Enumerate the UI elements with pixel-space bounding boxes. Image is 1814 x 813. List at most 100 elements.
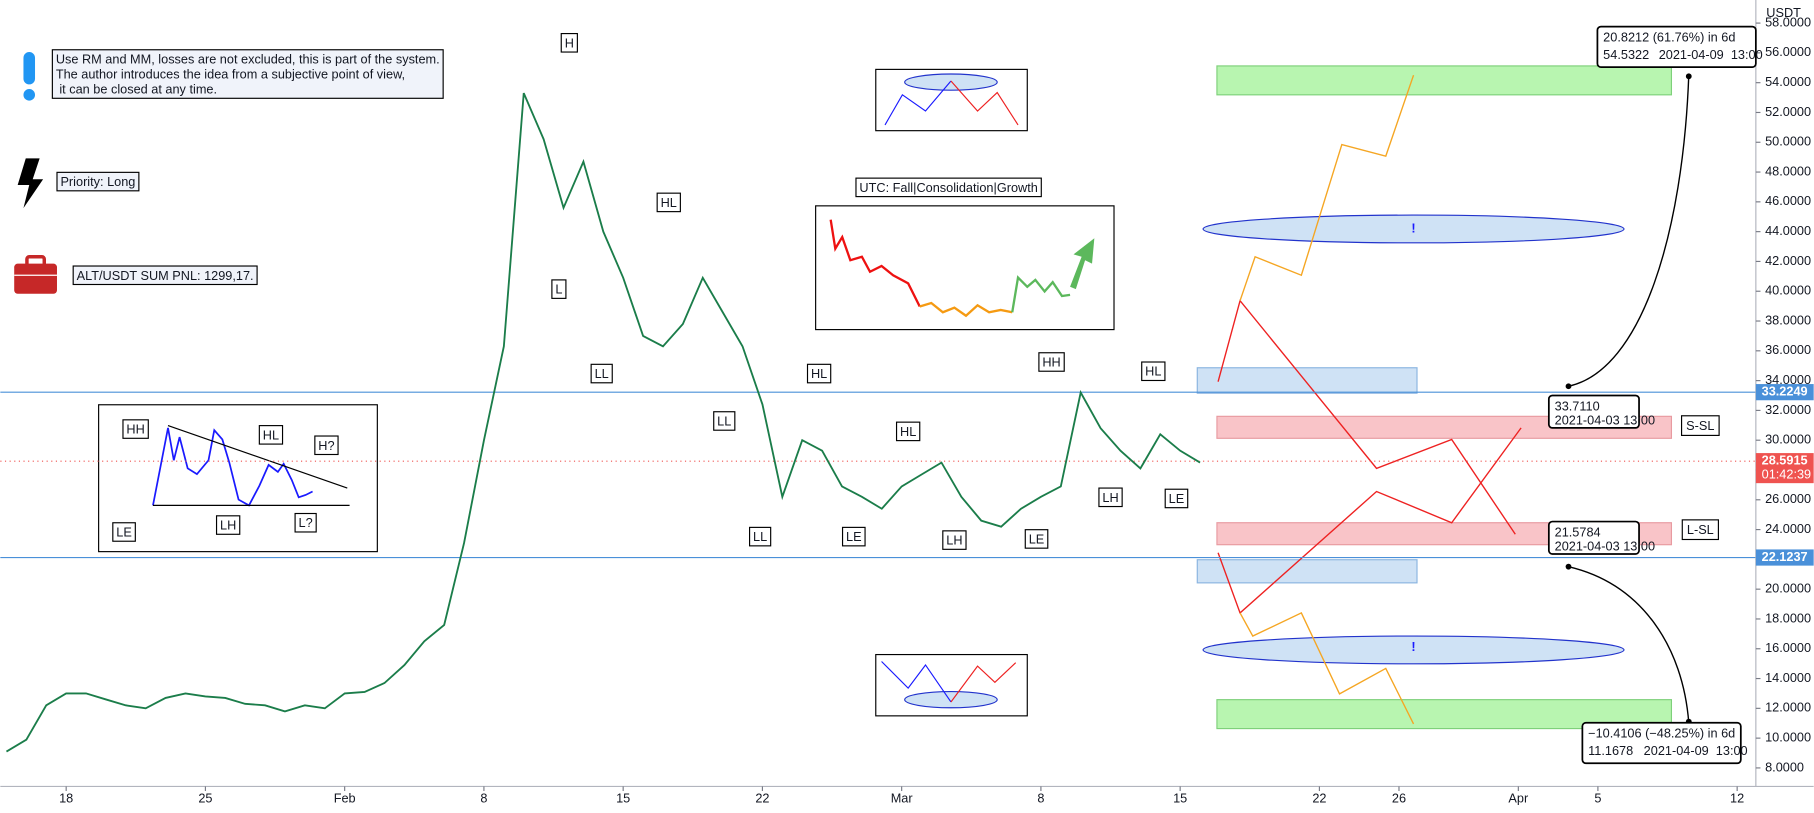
- measure-change: 20.8212 (61.76%) in 6d: [1603, 30, 1735, 45]
- inset-line: [167, 425, 348, 489]
- wave-label-box: [942, 530, 967, 550]
- inset-wave: [950, 80, 1019, 126]
- wave-label-box: [590, 363, 613, 384]
- measure-time: 2021-04-09 13:00: [1659, 47, 1763, 62]
- x-tick-label: 25: [198, 790, 212, 805]
- point-box: [1547, 520, 1640, 555]
- point-box: [1547, 394, 1640, 429]
- phase-fall: [829, 219, 921, 307]
- labels: Use RM and MM, losses are not excluded, …: [51, 25, 1763, 765]
- pattern-label: LH: [220, 518, 236, 533]
- briefcase-icon: [25, 255, 47, 268]
- wave-label: HH: [1042, 354, 1060, 369]
- phase-arrow: [1070, 238, 1095, 290]
- wave-label: LH: [1102, 490, 1118, 505]
- price-tag: [1755, 549, 1814, 566]
- wave-label: HL: [811, 366, 827, 381]
- inset-wave: [884, 80, 952, 126]
- y-tick-label: 38.0000: [1765, 312, 1811, 327]
- forecast-path: [1239, 74, 1415, 301]
- inset-ellipse: [904, 690, 998, 709]
- measure-point: [1685, 73, 1692, 80]
- y-tick-label: 10.0000: [1765, 729, 1811, 744]
- y-tick-label: 26.0000: [1765, 491, 1811, 506]
- time-axis: [0, 786, 1814, 813]
- measure-time: 2021-04-09 13:00: [1644, 743, 1748, 758]
- wave-label-box: [749, 526, 772, 547]
- x-tick-label: 15: [616, 790, 630, 805]
- phase-inset: [815, 205, 1115, 331]
- alert-ellipse: [1202, 214, 1625, 244]
- countdown: 01:42:39: [1762, 466, 1812, 481]
- wave-label: LE: [846, 529, 862, 544]
- x-tick-label: 22: [755, 790, 769, 805]
- wave-label: LE: [1169, 491, 1185, 506]
- x-tick-label: 8: [480, 790, 487, 805]
- priority-box: [56, 171, 140, 192]
- pnl-box: [72, 265, 258, 286]
- note-box: [51, 49, 444, 99]
- measure-price: 11.1678: [1588, 743, 1633, 758]
- phase-growth: [1011, 275, 1071, 313]
- point-time: 2021-04-03 13:00: [1555, 412, 1655, 427]
- price-tag-label: 33.2249: [1762, 384, 1808, 399]
- measure-curve: [1568, 75, 1690, 387]
- bolt-icon: [17, 158, 44, 209]
- insets: [98, 68, 1115, 717]
- briefcase-icon: [14, 263, 57, 294]
- y-tick-label: 46.0000: [1765, 193, 1811, 208]
- x-tick-label: Feb: [334, 790, 356, 805]
- phases: UTC: Fall|Consolidation|Growth: [859, 180, 1037, 195]
- measure-curve: [1568, 565, 1690, 723]
- pattern-label-box: [314, 435, 339, 456]
- stop-label: S-SL: [1686, 418, 1714, 433]
- y-tick-label: 8.0000: [1765, 759, 1804, 774]
- point-price: 21.5784: [1555, 524, 1601, 539]
- pattern-label-box: [215, 515, 241, 535]
- wave-label-box: [895, 421, 921, 442]
- icons: [14, 52, 57, 294]
- wave-label: LH: [946, 533, 962, 548]
- forecast-path: [1217, 299, 1516, 535]
- pnl: ALT/USDT SUM PNL: 1299,17.: [77, 268, 254, 283]
- wave-label-box: [1024, 529, 1049, 549]
- y-tick-label: 52.0000: [1765, 104, 1811, 119]
- entry-zone: [1196, 367, 1418, 394]
- alert-mark: !: [1411, 639, 1415, 654]
- point-time: 2021-04-03 13:00: [1555, 538, 1655, 553]
- pattern-label-box: [112, 522, 136, 542]
- stop-label-box: [1680, 415, 1720, 436]
- forecast-path: [1217, 427, 1522, 615]
- price-tag-label: 22.1237: [1762, 549, 1808, 564]
- note: Use RM and MM, losses are not excluded, …: [56, 51, 440, 66]
- wave-label: LL: [717, 413, 731, 428]
- y-tick-label: 34.0000: [1765, 372, 1811, 387]
- phase-consolidation: [919, 301, 1013, 318]
- measure-change: −10.4106 (−48.25%) in 6d: [1588, 726, 1735, 741]
- x-tick-label: 8: [1037, 790, 1044, 805]
- price-tag: [1755, 384, 1814, 401]
- pattern-label: HL: [263, 427, 279, 442]
- measure-box: [1596, 25, 1757, 68]
- inset-wave: [950, 662, 1017, 703]
- y-tick-label: 18.0000: [1765, 610, 1811, 625]
- y-tick-label: 58.0000: [1765, 14, 1811, 29]
- wave-label-box: [1098, 487, 1123, 508]
- measure-point: [1565, 563, 1572, 570]
- pattern-label: LE: [116, 524, 132, 539]
- y-tick-label: 54.0000: [1765, 74, 1811, 89]
- measure-price: 54.5322: [1603, 47, 1649, 62]
- y-tick-label: 48.0000: [1765, 163, 1811, 178]
- y-tick-label: 24.0000: [1765, 521, 1811, 536]
- wave-label-box: [713, 411, 736, 431]
- wave-label-box: [551, 279, 567, 299]
- x-tick-label: 18: [59, 790, 73, 805]
- alert-ellipse: [1202, 635, 1625, 665]
- pattern-label: L?: [299, 515, 313, 530]
- wave-label: LL: [595, 366, 609, 381]
- axis-unit: USDT: [1766, 5, 1801, 20]
- measure-box: [1581, 721, 1742, 765]
- y-tick-label: 16.0000: [1765, 640, 1811, 655]
- phases-box: [855, 177, 1042, 198]
